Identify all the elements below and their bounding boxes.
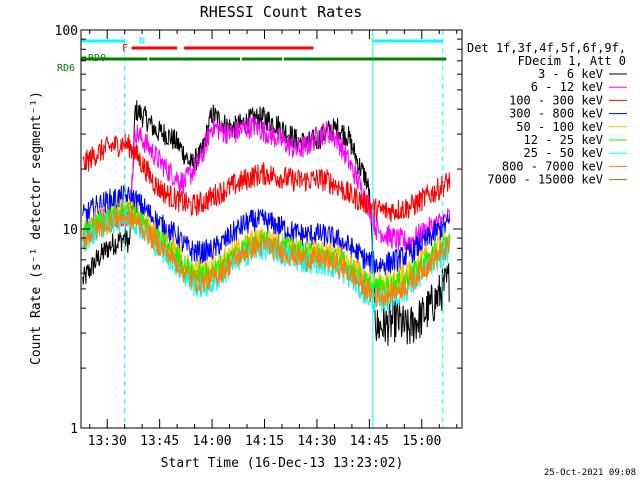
legend-50-100-kev-label: 50 - 100 keV	[516, 120, 603, 134]
legend-25-50-kev-label: 25 - 50 keV	[524, 146, 603, 160]
legend-7000-15000-kev-label: 7000 - 15000 keV	[487, 173, 603, 187]
series-layer	[82, 100, 451, 346]
y-tick-label: 100	[55, 24, 78, 39]
legend-header-line-2: FDecim 1, Att 0	[518, 54, 626, 68]
timestamp-footer: 25-Oct-2021 09:08	[544, 468, 636, 478]
x-tick-label: 13:30	[88, 434, 127, 449]
legend: Det 1f,3f,4f,5f,6f,9f, FDecim 1, Att 0 3…	[467, 41, 627, 187]
x-tick-label: 14:00	[193, 434, 232, 449]
series-300-800-kev	[82, 184, 451, 276]
flare-flag-label: F	[122, 43, 128, 54]
x-tick-label: 15:00	[402, 434, 441, 449]
legend-300-800-kev-label: 300 - 800 keV	[509, 107, 603, 121]
decimation-flag-rd0-label: RD0	[88, 53, 106, 64]
legend-3-6-kev-label: 3 - 6 keV	[538, 67, 603, 81]
attenuator-flag-label: N	[139, 36, 145, 47]
flags-layer: NF RD0 RD6	[57, 36, 447, 74]
series-6-12-kev	[82, 115, 451, 251]
legend-12-25-kev-label: 12 - 25 keV	[524, 133, 603, 147]
x-tick-label: 13:45	[140, 434, 179, 449]
chart-title: RHESSI Count Rates	[200, 3, 363, 21]
legend-800-7000-kev-label: 800 - 7000 keV	[502, 159, 603, 173]
legend-6-12-kev-label: 6 - 12 keV	[531, 80, 603, 94]
decimation-flag-rd6-label: RD6	[57, 63, 75, 74]
x-tick-label: 14:15	[245, 434, 284, 449]
x-tick-label: 14:45	[350, 434, 389, 449]
plot-frame	[80, 29, 463, 429]
x-axis-label: Start Time (16-Dec-13 13:23:02)	[161, 456, 404, 471]
y-tick-label: 1	[70, 422, 78, 437]
ticks-layer: 13:30 13:45 14:00 14:15 14:30 14:45 15:00 1 10 10…	[55, 24, 462, 449]
series-800-7000-kev	[82, 205, 451, 308]
y-tick-label: 10	[62, 223, 78, 238]
x-tick-label: 14:30	[297, 434, 336, 449]
y-axis-label: Count Rate (s⁻¹ detector segment⁻¹)	[29, 91, 44, 365]
series-100-300-kev	[82, 133, 451, 223]
series-3-6-kev	[82, 100, 451, 346]
legend-100-300-kev-label: 100 - 300 keV	[509, 93, 603, 107]
legend-header-line-1: Det 1f,3f,4f,5f,6f,9f,	[467, 41, 626, 55]
